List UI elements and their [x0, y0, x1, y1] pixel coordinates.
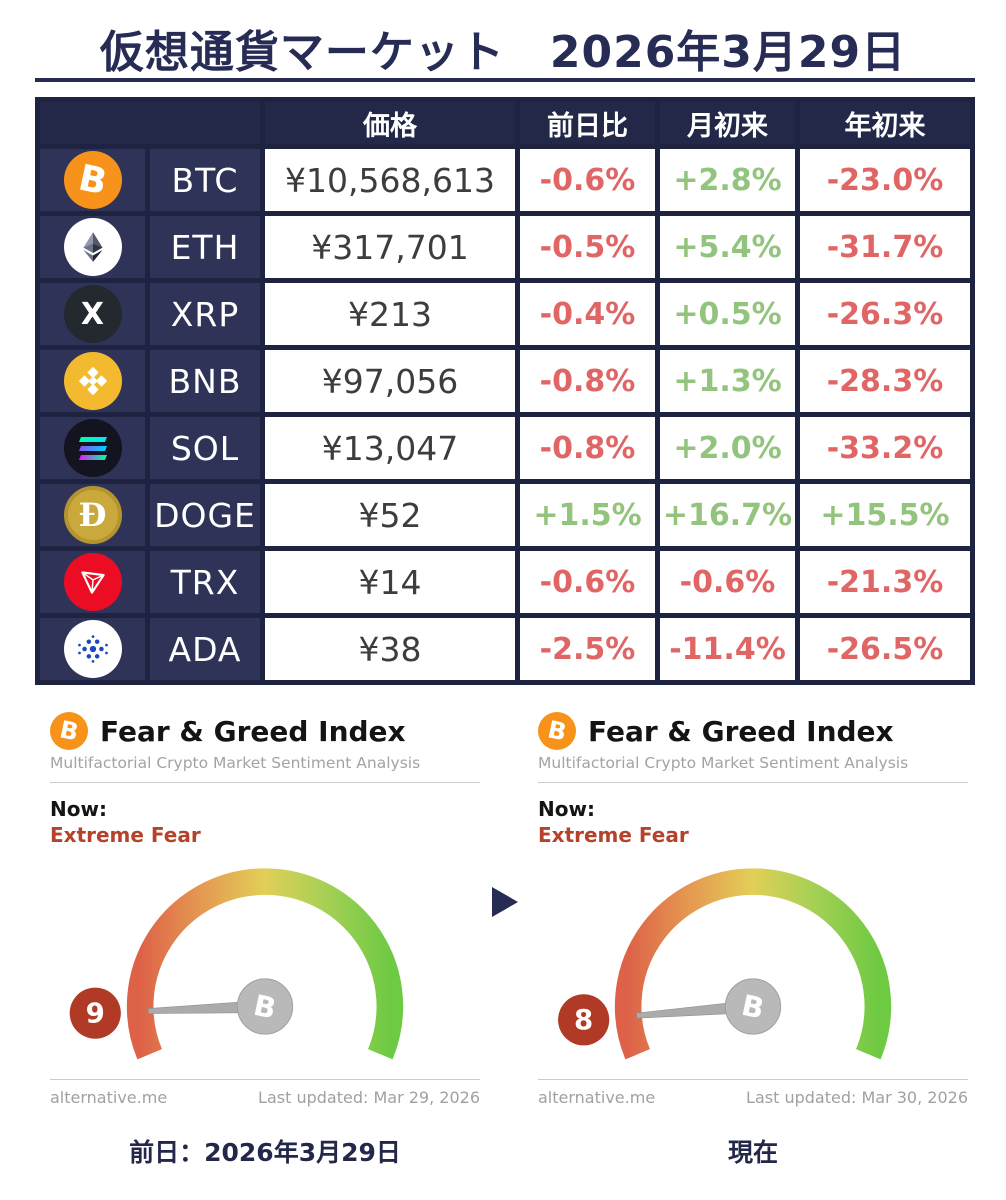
- ytd-change-cell: -26.3%: [800, 283, 970, 345]
- day-change-cell: -0.4%: [520, 283, 655, 345]
- mtd-change-cell: -0.6%: [660, 551, 795, 613]
- solana-icon: [63, 419, 122, 477]
- gauge-value-text: 9: [86, 996, 105, 1029]
- price-cell: ¥52: [265, 484, 515, 546]
- ytd-change-cell: -26.5%: [800, 618, 970, 680]
- fear-greed-header: B Fear & Greed Index: [50, 712, 480, 750]
- mtd-change-cell: +2.8%: [660, 149, 795, 211]
- gauge-footer: alternative.me Last updated: Mar 30, 202…: [538, 1079, 968, 1107]
- coin-symbol: BNB: [150, 350, 260, 412]
- coin-symbol: ETH: [150, 216, 260, 278]
- title-divider: [35, 78, 975, 82]
- fear-greed-gauge: B 8: [558, 868, 892, 1060]
- gauge-arc: [614, 868, 892, 1060]
- cardano-icon: [63, 620, 122, 678]
- mtd-change-cell: +5.4%: [660, 216, 795, 278]
- arrow-right-icon: [492, 887, 518, 917]
- column-header-day: 前日比: [520, 102, 655, 144]
- fear-greed-panel-previous: B Fear & Greed Index Multifactorial Cryp…: [50, 712, 480, 1169]
- source-label: alternative.me: [538, 1088, 656, 1107]
- bitcoin-icon: B: [538, 712, 576, 750]
- day-change-cell: -2.5%: [520, 618, 655, 680]
- day-change-cell: -0.6%: [520, 551, 655, 613]
- fear-greed-subtitle: Multifactorial Crypto Market Sentiment A…: [538, 754, 968, 783]
- table-row-bnb-icon-cell: [40, 350, 145, 412]
- fear-greed-title: Fear & Greed Index: [100, 714, 406, 748]
- panel-caption: 現在: [727, 1138, 778, 1167]
- price-cell: ¥213: [265, 283, 515, 345]
- ytd-change-cell: -33.2%: [800, 417, 970, 479]
- fear-greed-panel-current: B Fear & Greed Index Multifactorial Cryp…: [538, 712, 968, 1169]
- fear-greed-subtitle: Multifactorial Crypto Market Sentiment A…: [50, 754, 480, 783]
- coin-symbol: ADA: [150, 618, 260, 680]
- gauge-value-badge: [558, 994, 610, 1046]
- bitcoin-icon: B: [50, 712, 88, 750]
- dogecoin-icon: Ð: [63, 486, 122, 544]
- table-row-ada-icon-cell: [40, 618, 145, 680]
- day-change-cell: -0.8%: [520, 350, 655, 412]
- table-row-btc-icon-cell: B: [40, 149, 145, 211]
- coin-symbol: BTC: [150, 149, 260, 211]
- table-row-xrp-icon-cell: X: [40, 283, 145, 345]
- mtd-change-cell: +16.7%: [660, 484, 795, 546]
- day-change-cell: -0.5%: [520, 216, 655, 278]
- source-label: alternative.me: [50, 1088, 168, 1107]
- column-header-mtd: 月初来: [660, 102, 795, 144]
- mtd-change-cell: +1.3%: [660, 350, 795, 412]
- mtd-change-cell: -11.4%: [660, 618, 795, 680]
- coin-symbol: XRP: [150, 283, 260, 345]
- fear-greed-title: Fear & Greed Index: [588, 714, 894, 748]
- mtd-change-cell: +2.0%: [660, 417, 795, 479]
- ethereum-icon: [63, 218, 122, 276]
- now-label: Now:: [538, 797, 595, 821]
- panel-caption: 前日：2026年3月29日: [129, 1138, 401, 1167]
- price-cell: ¥10,568,613: [265, 149, 515, 211]
- column-header-ytd: 年初来: [800, 102, 970, 144]
- mtd-change-cell: +0.5%: [660, 283, 795, 345]
- table-row-eth-icon-cell: [40, 216, 145, 278]
- day-change-cell: -0.6%: [520, 149, 655, 211]
- crypto-price-table: 価格 前日比 月初来 年初来 B BTC ¥10,568,613 -0.6% +…: [35, 97, 975, 685]
- ytd-change-cell: -28.3%: [800, 350, 970, 412]
- price-cell: ¥38: [265, 618, 515, 680]
- coin-symbol: TRX: [150, 551, 260, 613]
- table-row-sol-icon-cell: [40, 417, 145, 479]
- last-updated-label: Last updated: Mar 29, 2026: [258, 1088, 480, 1107]
- day-change-cell: +1.5%: [520, 484, 655, 546]
- fear-greed-header: B Fear & Greed Index: [538, 712, 968, 750]
- tron-icon: [63, 553, 122, 611]
- price-cell: ¥97,056: [265, 350, 515, 412]
- last-updated-label: Last updated: Mar 30, 2026: [746, 1088, 968, 1107]
- ytd-change-cell: +15.5%: [800, 484, 970, 546]
- bnb-icon: [63, 352, 122, 410]
- ytd-change-cell: -31.7%: [800, 216, 970, 278]
- coin-symbol: SOL: [150, 417, 260, 479]
- gauge-arc: [126, 868, 404, 1060]
- price-cell: ¥13,047: [265, 417, 515, 479]
- fear-greed-gauge: B 9: [69, 868, 404, 1060]
- table-row-doge-icon-cell: Ð: [40, 484, 145, 546]
- ytd-change-cell: -21.3%: [800, 551, 970, 613]
- table-header-spacer: [40, 102, 260, 144]
- bitcoin-icon: B: [63, 151, 122, 209]
- gauge-hub: [724, 978, 782, 1035]
- now-label: Now:: [50, 797, 107, 821]
- sentiment-label: Extreme Fear: [50, 823, 201, 847]
- table-row-trx-icon-cell: [40, 551, 145, 613]
- sentiment-label: Extreme Fear: [538, 823, 689, 847]
- page-title: 仮想通貨マーケット 2026年3月29日: [99, 27, 907, 78]
- price-cell: ¥317,701: [265, 216, 515, 278]
- gauge-value-badge: [69, 987, 121, 1039]
- price-cell: ¥14: [265, 551, 515, 613]
- gauge-hub: [236, 978, 294, 1035]
- coin-symbol: DOGE: [150, 484, 260, 546]
- xrp-icon: X: [63, 285, 122, 343]
- column-header-price: 価格: [265, 102, 515, 144]
- ytd-change-cell: -23.0%: [800, 149, 970, 211]
- gauge-value-text: 8: [574, 1003, 593, 1036]
- day-change-cell: -0.8%: [520, 417, 655, 479]
- gauge-footer: alternative.me Last updated: Mar 29, 202…: [50, 1079, 480, 1107]
